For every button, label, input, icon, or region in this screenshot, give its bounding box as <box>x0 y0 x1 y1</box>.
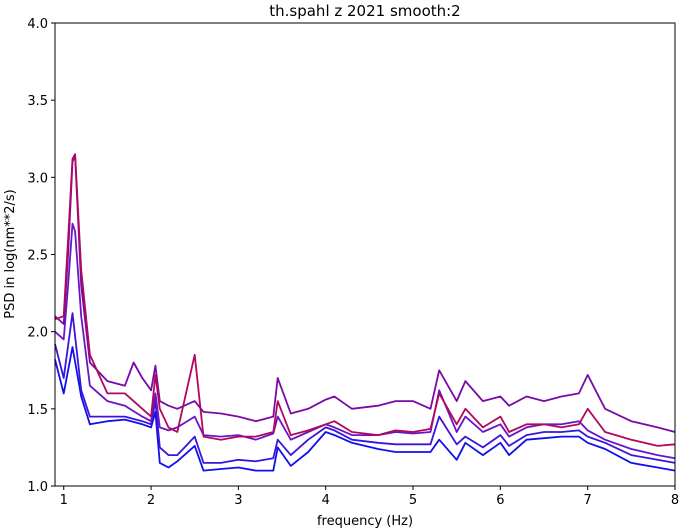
y-tick-label: 4.0 <box>27 17 48 32</box>
y-tick-label: 3.5 <box>27 94 48 109</box>
x-tick-label: 6 <box>496 493 504 508</box>
x-tick-label: 7 <box>584 493 592 508</box>
chart-title: th.spahl z 2021 smooth:2 <box>269 2 460 20</box>
series-line-3 <box>54 222 676 460</box>
series-line-4 <box>54 154 676 433</box>
y-tick-label: 1.0 <box>27 480 48 495</box>
x-axis-label: frequency (Hz) <box>317 514 413 529</box>
y-axis: 1.0 1.5 2.0 2.5 3.0 3.5 4.0 <box>27 17 55 495</box>
x-tick-label: 5 <box>409 493 417 508</box>
x-tick-label: 3 <box>234 493 242 508</box>
plot-lines <box>54 153 676 472</box>
series-line-2 <box>54 312 676 464</box>
y-tick-label: 3.0 <box>27 171 48 186</box>
x-tick-label: 2 <box>147 493 155 508</box>
y-axis-label: PSD in log(nm**2/s) <box>3 189 18 319</box>
series-line-5 <box>54 153 676 447</box>
x-tick-label: 4 <box>322 493 330 508</box>
y-tick-label: 2.0 <box>27 326 48 341</box>
y-tick-label: 1.5 <box>27 403 48 418</box>
x-axis: 1 2 3 4 5 6 7 8 <box>60 486 679 508</box>
plot-frame <box>54 22 676 487</box>
y-tick-label: 2.5 <box>27 249 48 264</box>
x-tick-label: 8 <box>671 493 679 508</box>
x-tick-label: 1 <box>60 493 68 508</box>
series-line-1 <box>54 346 676 472</box>
